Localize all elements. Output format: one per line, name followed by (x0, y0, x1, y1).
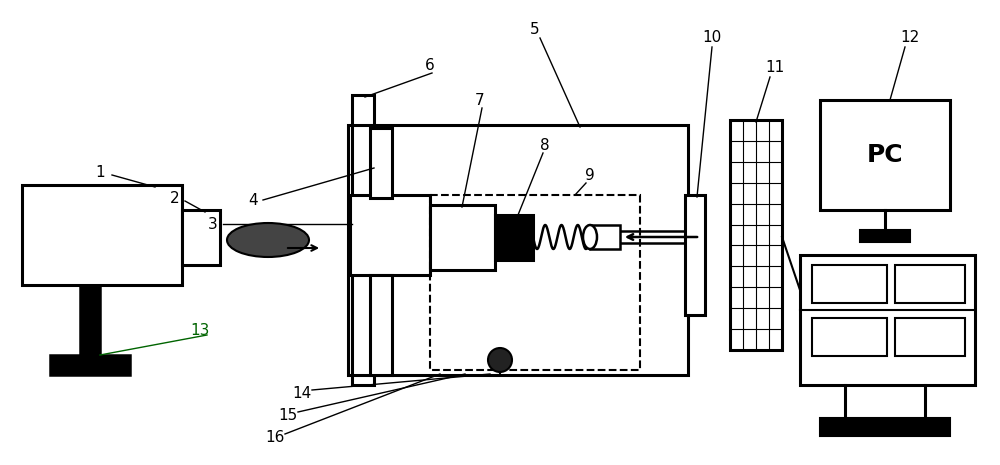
Text: 11: 11 (765, 60, 785, 75)
Bar (50, 355, 130, 375)
Bar (860, 230, 910, 242)
Bar (800, 255, 975, 385)
Bar (22, 185, 182, 285)
Bar (730, 120, 782, 350)
Bar (350, 195, 430, 275)
Bar (430, 205, 495, 270)
Text: 13: 13 (190, 323, 210, 338)
Bar (685, 195, 705, 315)
Text: 9: 9 (585, 167, 595, 182)
Bar (370, 128, 392, 198)
Bar (895, 318, 965, 356)
Text: 14: 14 (292, 385, 312, 400)
Bar (495, 215, 533, 260)
Bar (820, 100, 950, 210)
Bar (182, 210, 220, 265)
Bar (80, 285, 100, 360)
Text: 5: 5 (530, 22, 540, 38)
Bar (895, 265, 965, 303)
Circle shape (488, 348, 512, 372)
Bar (430, 195, 640, 370)
Bar (590, 225, 620, 249)
Bar (352, 95, 374, 385)
Text: 15: 15 (278, 407, 298, 423)
Text: 10: 10 (702, 31, 722, 46)
Bar (370, 275, 392, 375)
Text: 4: 4 (248, 193, 258, 207)
Bar (820, 418, 950, 436)
Bar (348, 125, 688, 375)
Text: 16: 16 (265, 430, 285, 445)
Bar (812, 318, 887, 356)
Text: 1: 1 (95, 165, 105, 179)
Text: 12: 12 (900, 31, 920, 46)
Text: PC: PC (867, 143, 903, 167)
Text: 8: 8 (540, 138, 550, 153)
Text: 6: 6 (425, 58, 435, 73)
Text: 2: 2 (170, 191, 180, 206)
Ellipse shape (583, 225, 597, 249)
Bar (812, 265, 887, 303)
Text: 7: 7 (475, 93, 485, 107)
Ellipse shape (227, 223, 309, 257)
Text: 3: 3 (208, 217, 218, 232)
